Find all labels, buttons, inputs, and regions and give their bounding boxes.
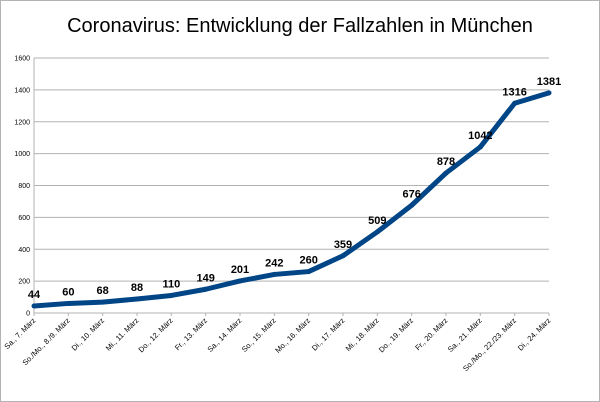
data-label: 509 (368, 215, 386, 227)
data-label: 44 (28, 289, 41, 301)
data-point (512, 100, 518, 106)
x-tick-label: Do., 19. März (377, 316, 415, 354)
x-tick-label: Do., 12. März (137, 316, 175, 354)
data-point (443, 170, 449, 176)
data-label: 110 (162, 278, 180, 290)
data-label: 676 (402, 188, 420, 200)
y-tick-label: 800 (18, 183, 30, 190)
data-point (546, 90, 552, 96)
data-point (203, 286, 209, 292)
y-tick-label: 1000 (14, 151, 30, 158)
x-tick-label: Di., 24. März (516, 316, 553, 353)
data-point (134, 296, 140, 302)
x-tick-label: Mi., 11. März (104, 316, 141, 353)
y-tick-label: 600 (18, 215, 30, 222)
x-tick-label: Fr., 20. März (413, 316, 449, 352)
data-label: 1316 (502, 86, 526, 98)
y-tick-label: 0 (26, 311, 30, 318)
data-label: 260 (299, 255, 317, 267)
data-point (340, 253, 346, 259)
data-point (306, 269, 312, 275)
chart-title: Coronavirus: Entwicklung der Fallzahlen … (67, 15, 533, 37)
x-tick-label: Di., 17. März (310, 316, 347, 353)
data-point (477, 144, 483, 150)
data-label: 359 (334, 239, 352, 251)
data-point (374, 229, 380, 235)
data-point (237, 278, 243, 284)
data-label: 878 (437, 156, 455, 168)
x-tick-label: Sa., 7. März (2, 316, 37, 351)
data-point (100, 299, 106, 305)
x-tick-label: Mi., 18. März (344, 316, 381, 353)
data-label: 68 (97, 285, 109, 297)
data-point (65, 300, 71, 306)
data-point (271, 271, 277, 277)
series-line (33, 90, 550, 309)
data-label: 242 (265, 257, 283, 269)
data-point (31, 303, 37, 309)
x-tick-label: Mo., 16. März (273, 316, 312, 355)
y-tick-label: 1200 (14, 119, 30, 126)
data-point (168, 292, 174, 298)
x-tick-label: Di., 10. März (70, 316, 107, 353)
x-tick-label: Fr., 13. März (173, 316, 209, 352)
data-label: 201 (231, 264, 249, 276)
data-point (409, 202, 415, 208)
y-tick-label: 400 (18, 247, 30, 254)
data-label: 1042 (468, 130, 492, 142)
data-label: 60 (62, 286, 74, 298)
data-label: 88 (131, 282, 143, 294)
x-tick-label: Sa., 14. März (206, 316, 244, 354)
y-tick-label: 200 (18, 279, 30, 286)
y-tick-label: 1400 (14, 87, 30, 94)
y-tick-label: 1600 (14, 56, 30, 63)
data-label: 149 (196, 272, 214, 284)
data-label: 1381 (537, 76, 561, 88)
